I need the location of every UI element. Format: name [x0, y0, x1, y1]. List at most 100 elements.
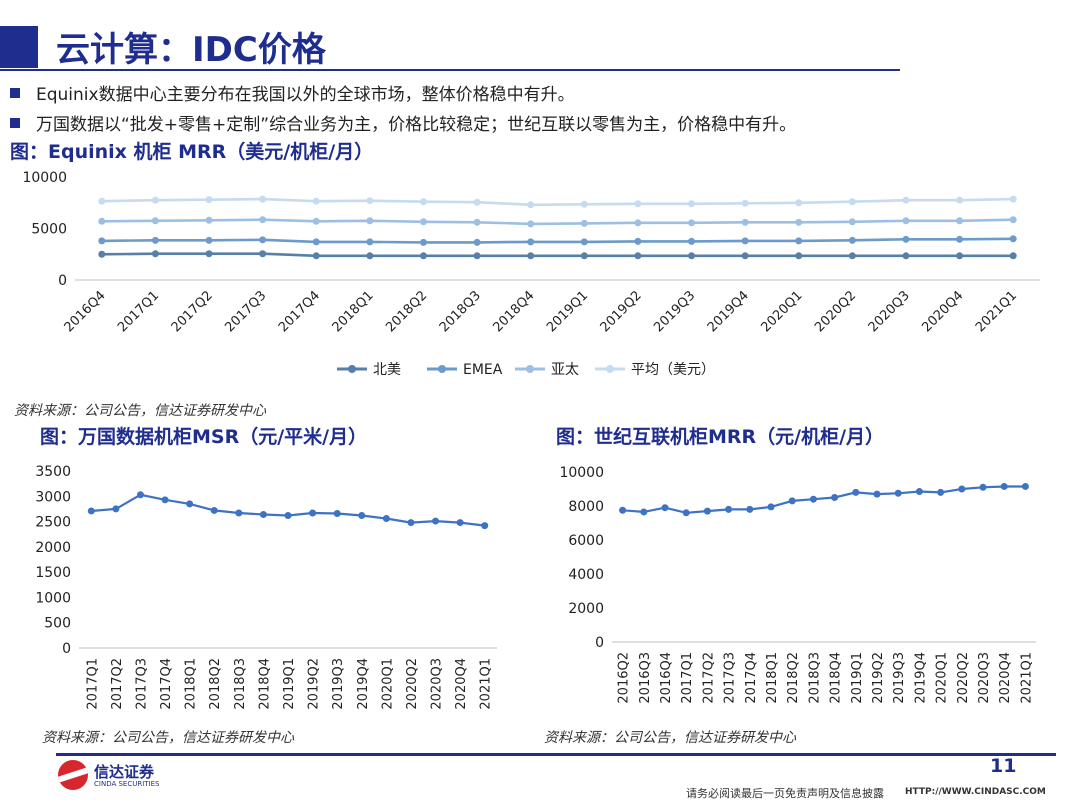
data-point [688, 252, 696, 260]
data-point [473, 198, 481, 206]
x-tick-label: 2018Q3 [233, 658, 248, 710]
data-point [725, 505, 733, 513]
x-tick-label: 2018Q4 [490, 288, 537, 335]
cinda-logo-icon [58, 760, 88, 790]
chart-source-equinix: 资料来源：公司公告，信达证券研发中心 [14, 403, 266, 419]
x-tick-label: 2017Q1 [85, 658, 100, 710]
bullet-item: Equinix数据中心主要分布在我国以外的全球市场，整体价格稳中有升。 [10, 80, 575, 105]
y-tick-label: 3500 [35, 464, 71, 480]
x-tick-label: 2017Q2 [169, 288, 216, 335]
cinda-logo: 信达证券 CINDA SECURITIES [58, 760, 188, 790]
data-point [795, 218, 803, 226]
y-tick-label: 10000 [22, 170, 67, 186]
data-point [634, 200, 642, 208]
y-tick-label: 0 [62, 641, 71, 657]
x-tick-label: 2019Q1 [282, 658, 297, 710]
data-point [580, 219, 588, 227]
data-point [210, 506, 218, 514]
legend-label: 平均（美元） [631, 362, 715, 378]
footer-rule [56, 753, 1056, 756]
x-tick-label: 2021Q1 [1019, 652, 1034, 704]
series-line [101, 218, 1014, 226]
series-line [101, 237, 1014, 244]
x-tick-label: 2019Q2 [307, 658, 322, 710]
data-point [419, 238, 427, 246]
x-tick-label: 2019Q2 [598, 288, 645, 335]
x-tick-label: 2019Q4 [913, 652, 928, 704]
data-point [1009, 252, 1017, 260]
website-link[interactable]: HTTP://WWW.CINDASC.COM [905, 787, 1046, 797]
data-point [151, 196, 159, 204]
data-point [259, 250, 267, 258]
x-tick-label: 2018Q2 [786, 652, 801, 704]
x-tick-label: 2018Q4 [829, 652, 844, 704]
legend-marker [348, 365, 356, 373]
data-point [473, 252, 481, 260]
data-point [788, 497, 796, 505]
series-line [101, 252, 1014, 258]
x-tick-label: 2019Q3 [331, 658, 346, 710]
x-tick-label: 2020Q4 [919, 288, 966, 335]
data-point [902, 196, 910, 204]
x-tick-label: 2020Q1 [758, 288, 805, 335]
data-point [1009, 216, 1017, 224]
data-point [259, 216, 267, 224]
y-tick-label: 500 [44, 616, 71, 632]
data-point [848, 198, 856, 206]
data-point [151, 236, 159, 244]
x-tick-label: 2020Q2 [812, 288, 859, 335]
data-point [312, 238, 320, 246]
data-point [527, 201, 535, 209]
data-point [580, 238, 588, 246]
data-point [527, 252, 535, 260]
data-point [456, 519, 464, 527]
data-point [235, 509, 243, 517]
y-tick-label: 8000 [568, 499, 604, 515]
data-point [894, 489, 902, 497]
x-tick-label: 2019Q4 [705, 288, 752, 335]
x-tick-label: 2019Q2 [871, 652, 886, 704]
x-tick-label: 2017Q3 [222, 288, 269, 335]
data-point [284, 512, 292, 520]
data-point [979, 483, 987, 491]
x-tick-label: 2017Q1 [680, 652, 695, 704]
x-tick-label: 2020Q3 [977, 652, 992, 704]
data-point [481, 522, 489, 530]
data-point [634, 237, 642, 245]
data-point [852, 488, 860, 496]
bullet-item: 万国数据以“批发+零售+定制”综合业务为主，价格比较稳定；世纪互联以零售为主，价… [10, 110, 796, 135]
y-tick-label: 3000 [35, 489, 71, 505]
data-point [527, 220, 535, 228]
data-point [661, 504, 669, 512]
data-point [366, 238, 374, 246]
data-point [580, 252, 588, 260]
legend-label: EMEA [463, 362, 503, 378]
x-tick-label: 2019Q3 [892, 652, 907, 704]
data-point [312, 197, 320, 205]
data-point [473, 218, 481, 226]
data-point [703, 507, 711, 515]
21vianet-mrr-chart: 0 2000 4000 6000 8000 10000 2016Q2 2016Q3 2016Q4… [559, 465, 1036, 704]
x-tick-label: 2020Q4 [998, 652, 1013, 704]
data-point [848, 236, 856, 244]
x-tick-label: 2016Q4 [62, 288, 109, 335]
disclaimer-text: 请务必阅读最后一页免责声明及信息披露 [686, 787, 884, 800]
chart-source-gds: 资料来源：公司公告，信达证券研发中心 [42, 730, 294, 746]
x-tick-label: 2020Q4 [454, 658, 469, 710]
x-tick-label: 2017Q2 [701, 652, 716, 704]
data-point [407, 519, 415, 527]
data-point [473, 238, 481, 246]
data-point [956, 235, 964, 243]
x-tick-label: 2020Q2 [956, 652, 971, 704]
x-tick-label: 2019Q1 [850, 652, 865, 704]
x-tick-label: 2019Q4 [356, 658, 371, 710]
data-point [527, 238, 535, 246]
x-tick-label: 2020Q2 [405, 658, 420, 710]
data-point [366, 217, 374, 225]
data-point [382, 515, 390, 523]
legend-label: 北美 [373, 362, 401, 378]
y-tick-label: 1500 [35, 565, 71, 581]
chart-source-21vianet: 资料来源：公司公告，信达证券研发中心 [544, 730, 796, 746]
data-point [333, 509, 341, 517]
data-point [958, 485, 966, 493]
